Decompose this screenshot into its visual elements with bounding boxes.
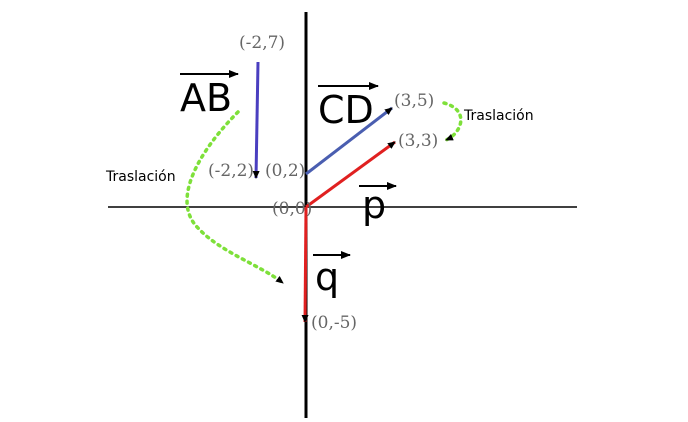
- traslacion-right-curve: [442, 101, 463, 142]
- vec-q-label: q: [315, 255, 339, 299]
- point-q-end-label: (0,-5): [311, 313, 357, 333]
- origin-label: (0,0): [272, 199, 312, 219]
- point-p-end-label: (3,3): [398, 131, 438, 151]
- vector-p-line: [305, 140, 396, 209]
- vec-ab-label: AB: [180, 76, 232, 120]
- traslacion-right-label: Traslación: [463, 108, 534, 124]
- traslacion-left-curve: [185, 110, 285, 285]
- point-b-label: (-2,2): [208, 161, 254, 181]
- point-c-label: (0,2): [265, 161, 305, 181]
- point-a-label: (-2,7): [239, 33, 285, 53]
- vector-ab-line: [252, 61, 260, 179]
- vec-p-label: p: [362, 183, 386, 227]
- vec-cd-label: CD: [318, 88, 374, 132]
- vector-q-line: [301, 206, 309, 323]
- vector-cd-line: [305, 106, 393, 176]
- traslacion-left-label: Traslación: [105, 169, 176, 185]
- point-d-label: (3,5): [394, 91, 434, 111]
